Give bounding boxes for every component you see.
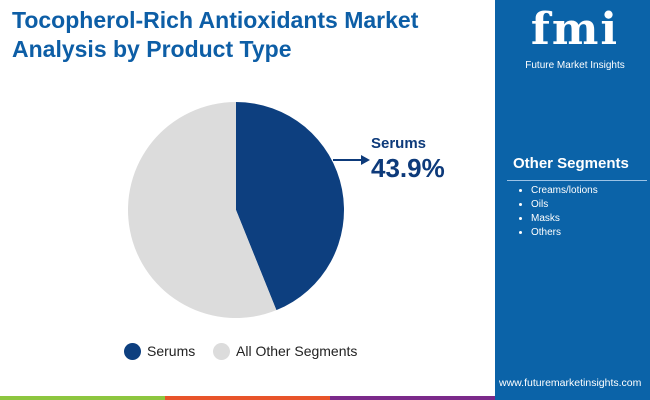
callout-value: 43.9% xyxy=(371,153,445,183)
segment-item: Others xyxy=(531,226,598,240)
segment-item: Masks xyxy=(531,212,598,226)
brand-name: Future Market Insights xyxy=(525,60,625,71)
other-segments-heading: Other Segments xyxy=(513,155,629,172)
pie-slice-all-other-segments xyxy=(128,102,277,318)
legend-swatch xyxy=(124,343,141,360)
legend-label: All Other Segments xyxy=(236,343,358,359)
legend-item-serums: Serums xyxy=(124,343,195,360)
segment-item: Oils xyxy=(531,198,598,212)
serums-callout: Serums 43.9% xyxy=(371,135,445,183)
chart-title: Tocopherol-Rich Antioxidants Market Anal… xyxy=(12,7,419,62)
callout-label: Serums xyxy=(371,135,427,152)
segment-item: Creams/lotions xyxy=(531,184,598,198)
stripe-green xyxy=(0,396,165,400)
divider xyxy=(507,180,647,181)
fmi-logo: fmi Future Market Insights xyxy=(515,2,635,72)
pie-chart xyxy=(128,102,370,318)
segment-list: Creams/lotions Oils Masks Others xyxy=(513,184,598,240)
legend-item-other: All Other Segments xyxy=(213,343,357,360)
sidebar: fmi Future Market Insights Other Segment… xyxy=(495,0,650,400)
legend-label: Serums xyxy=(147,343,196,359)
stripe-purple xyxy=(330,396,495,400)
callout-arrow-head xyxy=(361,155,370,165)
logo-mark: fmi xyxy=(530,4,620,55)
website-url: www.futuremarketinsights.com xyxy=(499,377,642,389)
legend-swatch xyxy=(213,343,230,360)
pie-slice-serums xyxy=(236,102,344,311)
stripe-orange xyxy=(165,396,330,400)
